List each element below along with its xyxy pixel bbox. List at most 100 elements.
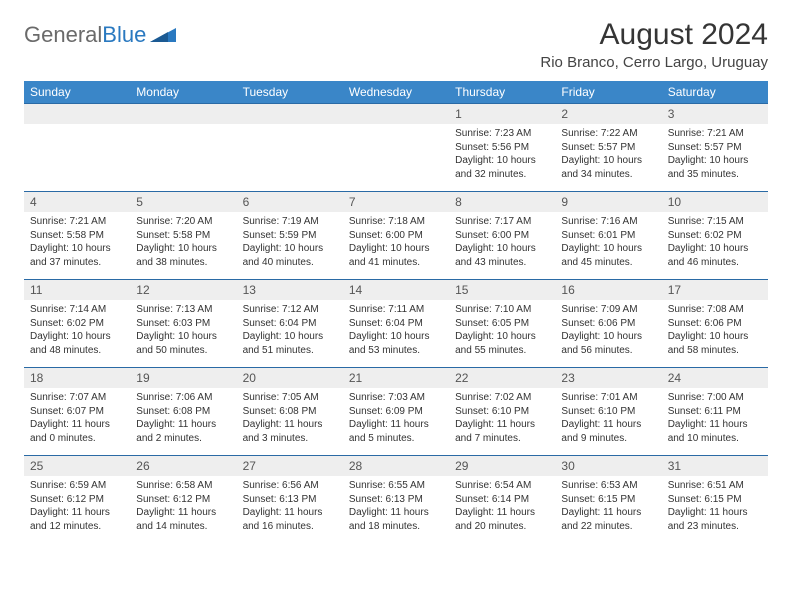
weekday-header: Friday xyxy=(555,81,661,104)
day-info: Sunrise: 7:21 AMSunset: 5:57 PMDaylight:… xyxy=(662,124,768,185)
day-info-line: Sunrise: 7:11 AM xyxy=(349,303,443,317)
calendar-day-cell: 28Sunrise: 6:55 AMSunset: 6:13 PMDayligh… xyxy=(343,456,449,544)
day-info-line: Sunrise: 7:23 AM xyxy=(455,127,549,141)
calendar-day-cell: 15Sunrise: 7:10 AMSunset: 6:05 PMDayligh… xyxy=(449,280,555,368)
day-info-line: and 18 minutes. xyxy=(349,520,443,534)
weekday-header: Tuesday xyxy=(237,81,343,104)
day-info-line: and 7 minutes. xyxy=(455,432,549,446)
calendar-week-row: 11Sunrise: 7:14 AMSunset: 6:02 PMDayligh… xyxy=(24,280,768,368)
day-number: 27 xyxy=(237,456,343,476)
weekday-header: Saturday xyxy=(662,81,768,104)
day-info: Sunrise: 6:56 AMSunset: 6:13 PMDaylight:… xyxy=(237,476,343,537)
day-info-line: Sunrise: 7:05 AM xyxy=(243,391,337,405)
day-info: Sunrise: 7:16 AMSunset: 6:01 PMDaylight:… xyxy=(555,212,661,273)
day-info: Sunrise: 7:21 AMSunset: 5:58 PMDaylight:… xyxy=(24,212,130,273)
day-info-line: and 12 minutes. xyxy=(30,520,124,534)
day-number: 22 xyxy=(449,368,555,388)
day-info-line: and 46 minutes. xyxy=(668,256,762,270)
day-info-line: Daylight: 10 hours xyxy=(561,242,655,256)
day-info: Sunrise: 6:54 AMSunset: 6:14 PMDaylight:… xyxy=(449,476,555,537)
day-info-line: Sunrise: 7:20 AM xyxy=(136,215,230,229)
day-info-line: Sunrise: 7:17 AM xyxy=(455,215,549,229)
day-info-line: and 5 minutes. xyxy=(349,432,443,446)
day-info-line: Daylight: 11 hours xyxy=(243,418,337,432)
day-info-line: Sunset: 6:01 PM xyxy=(561,229,655,243)
day-info-line: Sunset: 5:59 PM xyxy=(243,229,337,243)
calendar-table: SundayMondayTuesdayWednesdayThursdayFrid… xyxy=(24,81,768,544)
day-info-line: and 40 minutes. xyxy=(243,256,337,270)
day-info: Sunrise: 6:51 AMSunset: 6:15 PMDaylight:… xyxy=(662,476,768,537)
calendar-day-cell: 19Sunrise: 7:06 AMSunset: 6:08 PMDayligh… xyxy=(130,368,236,456)
day-info-line: Sunset: 6:07 PM xyxy=(30,405,124,419)
day-info-line: Sunrise: 7:10 AM xyxy=(455,303,549,317)
day-number: 14 xyxy=(343,280,449,300)
day-info-line: Sunset: 6:02 PM xyxy=(30,317,124,331)
day-info: Sunrise: 7:07 AMSunset: 6:07 PMDaylight:… xyxy=(24,388,130,449)
calendar-day-cell: 21Sunrise: 7:03 AMSunset: 6:09 PMDayligh… xyxy=(343,368,449,456)
calendar-day-cell: 23Sunrise: 7:01 AMSunset: 6:10 PMDayligh… xyxy=(555,368,661,456)
weekday-header: Thursday xyxy=(449,81,555,104)
calendar-day-cell: 26Sunrise: 6:58 AMSunset: 6:12 PMDayligh… xyxy=(130,456,236,544)
day-info-line: Daylight: 11 hours xyxy=(668,506,762,520)
day-info-line: Daylight: 11 hours xyxy=(136,418,230,432)
day-number: 24 xyxy=(662,368,768,388)
day-info: Sunrise: 7:23 AMSunset: 5:56 PMDaylight:… xyxy=(449,124,555,185)
day-info: Sunrise: 7:11 AMSunset: 6:04 PMDaylight:… xyxy=(343,300,449,361)
day-info-line: Sunrise: 7:21 AM xyxy=(30,215,124,229)
day-info-line: Daylight: 10 hours xyxy=(668,154,762,168)
calendar-day-cell xyxy=(237,104,343,192)
logo-word1: General xyxy=(24,22,102,48)
day-number: 25 xyxy=(24,456,130,476)
day-info-line: and 0 minutes. xyxy=(30,432,124,446)
day-info-line: Sunset: 6:15 PM xyxy=(668,493,762,507)
day-info: Sunrise: 7:14 AMSunset: 6:02 PMDaylight:… xyxy=(24,300,130,361)
day-number: 17 xyxy=(662,280,768,300)
calendar-day-cell: 7Sunrise: 7:18 AMSunset: 6:00 PMDaylight… xyxy=(343,192,449,280)
day-info-line: and 53 minutes. xyxy=(349,344,443,358)
logo-triangle-icon xyxy=(150,22,176,48)
calendar-day-cell: 16Sunrise: 7:09 AMSunset: 6:06 PMDayligh… xyxy=(555,280,661,368)
day-info-line: Sunrise: 7:16 AM xyxy=(561,215,655,229)
day-info-line: Sunrise: 7:09 AM xyxy=(561,303,655,317)
day-info-line: and 37 minutes. xyxy=(30,256,124,270)
day-info: Sunrise: 7:19 AMSunset: 5:59 PMDaylight:… xyxy=(237,212,343,273)
day-info: Sunrise: 7:22 AMSunset: 5:57 PMDaylight:… xyxy=(555,124,661,185)
day-info: Sunrise: 6:59 AMSunset: 6:12 PMDaylight:… xyxy=(24,476,130,537)
day-info-line: and 3 minutes. xyxy=(243,432,337,446)
day-info-line: Sunset: 5:58 PM xyxy=(30,229,124,243)
calendar-day-cell: 11Sunrise: 7:14 AMSunset: 6:02 PMDayligh… xyxy=(24,280,130,368)
day-number: 1 xyxy=(449,104,555,124)
weekday-header: Sunday xyxy=(24,81,130,104)
day-info-line: and 35 minutes. xyxy=(668,168,762,182)
day-number: 26 xyxy=(130,456,236,476)
day-info-line: Sunrise: 6:55 AM xyxy=(349,479,443,493)
day-info-line: Sunrise: 7:07 AM xyxy=(30,391,124,405)
day-info-line: Sunset: 6:02 PM xyxy=(668,229,762,243)
calendar-day-cell: 9Sunrise: 7:16 AMSunset: 6:01 PMDaylight… xyxy=(555,192,661,280)
day-info-line: Sunset: 6:10 PM xyxy=(455,405,549,419)
day-info: Sunrise: 7:03 AMSunset: 6:09 PMDaylight:… xyxy=(343,388,449,449)
day-info-line: Sunrise: 7:12 AM xyxy=(243,303,337,317)
day-info: Sunrise: 6:58 AMSunset: 6:12 PMDaylight:… xyxy=(130,476,236,537)
calendar-day-cell: 2Sunrise: 7:22 AMSunset: 5:57 PMDaylight… xyxy=(555,104,661,192)
day-info-line: Daylight: 10 hours xyxy=(455,154,549,168)
day-info: Sunrise: 7:00 AMSunset: 6:11 PMDaylight:… xyxy=(662,388,768,449)
header: GeneralBlue August 2024 Rio Branco, Cerr… xyxy=(24,18,768,71)
day-number: 20 xyxy=(237,368,343,388)
day-info-line: and 38 minutes. xyxy=(136,256,230,270)
day-info: Sunrise: 7:01 AMSunset: 6:10 PMDaylight:… xyxy=(555,388,661,449)
day-number: 19 xyxy=(130,368,236,388)
day-info-line: Daylight: 11 hours xyxy=(30,418,124,432)
title-block: August 2024 Rio Branco, Cerro Largo, Uru… xyxy=(540,18,768,71)
day-info-line: Daylight: 10 hours xyxy=(243,330,337,344)
day-info-line: Sunset: 6:12 PM xyxy=(136,493,230,507)
calendar-week-row: 1Sunrise: 7:23 AMSunset: 5:56 PMDaylight… xyxy=(24,104,768,192)
day-info-line: Sunset: 5:56 PM xyxy=(455,141,549,155)
day-info-line: Daylight: 11 hours xyxy=(455,418,549,432)
day-info-line: Sunset: 6:05 PM xyxy=(455,317,549,331)
day-info-line: Daylight: 10 hours xyxy=(561,154,655,168)
day-info-line: and 9 minutes. xyxy=(561,432,655,446)
day-info-line: and 48 minutes. xyxy=(30,344,124,358)
day-info-line: and 2 minutes. xyxy=(136,432,230,446)
day-info-line: and 22 minutes. xyxy=(561,520,655,534)
